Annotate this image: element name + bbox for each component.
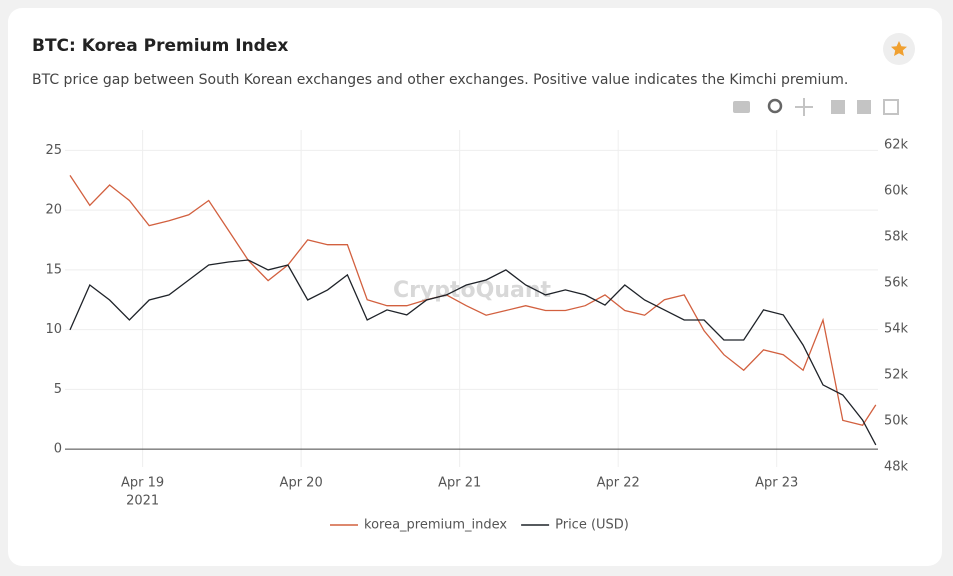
zoom-icon[interactable] (767, 98, 783, 114)
series-line (69, 175, 877, 426)
chart-card: BTC: Korea Premium Index BTC price gap b… (8, 8, 942, 566)
star-icon (891, 41, 907, 56)
y2-tick-label: 52k (884, 367, 909, 382)
y-tick-label: 20 (45, 203, 62, 218)
x-tick-label: Apr 23 (755, 476, 798, 491)
x-year-label: 2021 (126, 494, 159, 509)
camera-icon[interactable] (733, 101, 750, 113)
y2-tick-label: 56k (884, 275, 909, 290)
reset-icon[interactable] (883, 99, 899, 115)
series-line (69, 259, 877, 446)
chart-title: BTC: Korea Premium Index (32, 36, 289, 56)
x-tick-label: Apr 21 (438, 476, 481, 491)
pan-icon[interactable] (795, 98, 813, 116)
watermark: CryptoQuant (393, 278, 552, 303)
grid (65, 130, 878, 467)
y2-tick-label: 50k (884, 413, 909, 428)
legend-item[interactable]: korea_premium_index (330, 518, 507, 533)
y-tick-label: 10 (45, 322, 62, 337)
y2-tick-label: 60k (884, 183, 909, 198)
legend-item[interactable]: Price (USD) (521, 518, 629, 533)
legend-label: korea_premium_index (364, 518, 507, 533)
zoom-in-icon[interactable] (831, 100, 845, 114)
chart-subtitle: BTC price gap between South Korean excha… (32, 72, 849, 88)
y-tick-label: 25 (45, 143, 62, 158)
favorite-button[interactable] (883, 33, 915, 65)
y2-tick-label: 48k (884, 460, 909, 475)
y2-tick-label: 62k (884, 137, 909, 152)
x-tick-label: Apr 19 (121, 476, 164, 491)
y-tick-label: 15 (45, 262, 62, 277)
x-tick-label: Apr 20 (280, 476, 323, 491)
legend-label: Price (USD) (555, 518, 629, 533)
y2-tick-label: 58k (884, 229, 909, 244)
zoom-out-icon[interactable] (857, 100, 871, 114)
y2-tick-label: 54k (884, 321, 909, 336)
y-tick-label: 0 (54, 442, 62, 457)
toolbar (733, 98, 899, 116)
y-tick-label: 5 (54, 382, 62, 397)
x-tick-label: Apr 22 (597, 476, 640, 491)
